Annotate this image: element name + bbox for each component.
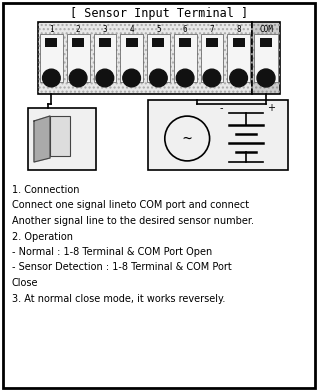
Circle shape — [123, 69, 141, 87]
Circle shape — [149, 69, 167, 87]
Text: -: - — [219, 103, 223, 113]
Text: +: + — [267, 103, 275, 113]
Text: Connect one signal lineto COM port and connect: Connect one signal lineto COM port and c… — [12, 201, 249, 210]
Polygon shape — [34, 116, 50, 162]
Text: 4: 4 — [129, 25, 134, 34]
Bar — [233, 38, 245, 47]
Text: 2: 2 — [76, 25, 80, 34]
Bar — [227, 34, 250, 82]
Bar — [252, 22, 280, 94]
Bar — [45, 38, 57, 47]
Bar — [147, 34, 170, 82]
Bar — [252, 22, 280, 94]
Bar — [179, 38, 191, 47]
Text: 8: 8 — [236, 25, 241, 34]
Text: Another signal line to the desired sensor number.: Another signal line to the desired senso… — [12, 216, 254, 226]
Text: 7: 7 — [210, 25, 214, 34]
Bar — [120, 34, 143, 82]
Text: COM: COM — [259, 25, 273, 34]
Text: 2. Operation: 2. Operation — [12, 231, 73, 242]
Text: 1: 1 — [49, 25, 54, 34]
Text: ~: ~ — [183, 131, 192, 146]
Circle shape — [96, 69, 114, 87]
Text: 3. At normal close mode, it works reversely.: 3. At normal close mode, it works revers… — [12, 294, 225, 303]
Bar — [153, 38, 164, 47]
Text: - Sensor Detection : 1-8 Terminal & COM Port: - Sensor Detection : 1-8 Terminal & COM … — [12, 262, 232, 273]
Bar — [254, 34, 278, 82]
Circle shape — [43, 69, 60, 87]
Text: 6: 6 — [183, 25, 187, 34]
Text: - Normal : 1-8 Terminal & COM Port Open: - Normal : 1-8 Terminal & COM Port Open — [12, 247, 212, 257]
Circle shape — [203, 69, 221, 87]
Circle shape — [69, 69, 87, 87]
Bar — [38, 22, 252, 94]
Bar — [50, 116, 70, 156]
Circle shape — [257, 69, 275, 87]
Bar — [206, 38, 218, 47]
Bar — [126, 38, 137, 47]
Text: 1. Connection: 1. Connection — [12, 185, 80, 195]
Circle shape — [176, 69, 194, 87]
Text: 3: 3 — [103, 25, 107, 34]
Bar — [67, 34, 89, 82]
Bar — [38, 22, 252, 94]
Text: [ Sensor Input Terminal ]: [ Sensor Input Terminal ] — [70, 7, 248, 20]
Bar — [260, 38, 272, 47]
Bar — [28, 108, 96, 170]
Bar — [174, 34, 197, 82]
Bar — [148, 100, 288, 170]
Bar — [99, 38, 111, 47]
Bar — [93, 34, 116, 82]
Bar — [40, 34, 63, 82]
Bar — [72, 38, 84, 47]
Circle shape — [230, 69, 247, 87]
Text: Close: Close — [12, 278, 38, 288]
Text: 5: 5 — [156, 25, 161, 34]
Bar — [201, 34, 223, 82]
